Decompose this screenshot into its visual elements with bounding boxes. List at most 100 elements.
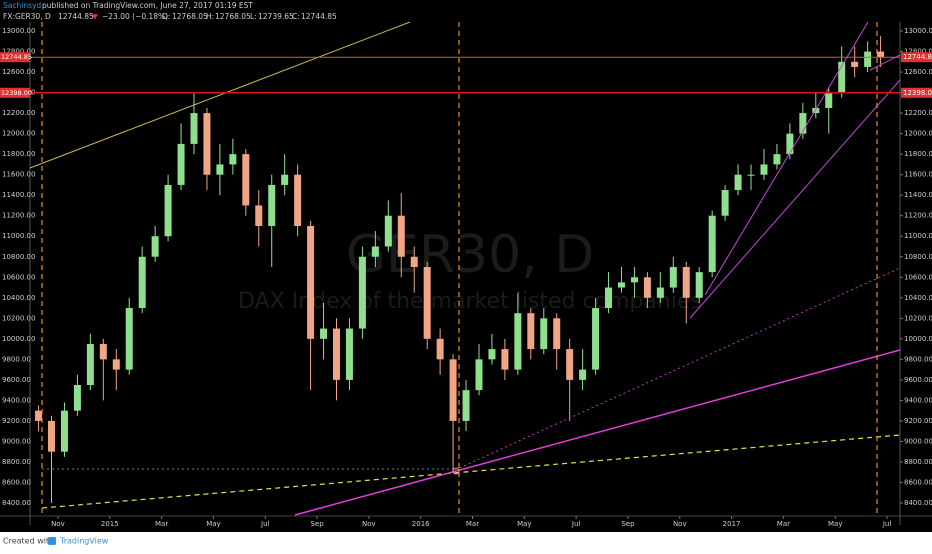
candle-body xyxy=(35,410,43,421)
footer-created: Created with xyxy=(3,537,54,546)
y-tick-label: 12000.00 xyxy=(904,130,932,138)
candle-body xyxy=(268,184,276,226)
x-tick-label: May xyxy=(517,520,531,528)
candle-body xyxy=(345,328,353,380)
y-tick-label-left: 11200.00 xyxy=(2,212,35,220)
x-tick-label: Nov xyxy=(673,520,687,528)
price-lines: 12744.85 12744.85 12398.00 12398.00 xyxy=(0,52,932,98)
y-tick-label: 10000.00 xyxy=(904,335,932,343)
x-tick-label: 2016 xyxy=(412,520,430,528)
candle-body xyxy=(851,61,859,67)
candle-body xyxy=(99,343,107,360)
candle-body xyxy=(475,359,483,391)
y-tick-label: 9400.00 xyxy=(904,396,932,404)
candle-body xyxy=(617,282,625,288)
candle-body xyxy=(488,349,496,360)
candle-body xyxy=(669,267,677,288)
change: −23.00 (−0.18%) xyxy=(102,12,168,21)
y-tick-label: 8800.00 xyxy=(904,458,932,466)
candle-body xyxy=(164,184,172,237)
open-label: O: xyxy=(162,12,170,21)
y-tick-label-left: 9000.00 xyxy=(2,437,31,445)
footer-background xyxy=(0,532,932,550)
y-tick-label-left: 10600.00 xyxy=(2,273,35,281)
x-tick-label: Nov xyxy=(362,520,376,528)
y-tick-label-left: 11000.00 xyxy=(2,232,35,240)
candle-body xyxy=(307,225,315,339)
author[interactable]: Sachinsyd xyxy=(3,1,41,10)
trendline xyxy=(29,21,411,169)
candle-body xyxy=(812,107,820,114)
candle-body xyxy=(708,215,716,273)
candle-body xyxy=(630,277,638,283)
candle-body xyxy=(695,272,703,298)
price-label-box xyxy=(901,52,932,63)
candle-body xyxy=(73,385,81,411)
y-tick-label-left: 12600.00 xyxy=(2,68,35,76)
candle-body xyxy=(864,51,872,67)
candle-body xyxy=(643,277,651,298)
candle-body xyxy=(501,349,509,370)
candle-body xyxy=(449,359,457,421)
chart-background xyxy=(0,0,932,532)
candle-body xyxy=(734,174,742,191)
y-tick-label: 9200.00 xyxy=(904,417,932,425)
candle-body xyxy=(397,215,405,257)
y-tick-label-left: 8400.00 xyxy=(2,499,31,507)
y-tick-label-left: 12800.00 xyxy=(2,48,35,56)
candle-body xyxy=(527,313,535,350)
y-tick-label-left: 11800.00 xyxy=(2,150,35,158)
y-tick-label: 10400.00 xyxy=(904,294,932,302)
price-label: 12398.00 xyxy=(903,89,932,97)
price-label-box-left xyxy=(0,87,30,98)
candle-body xyxy=(358,256,366,329)
trendline xyxy=(294,349,901,516)
close-label: C: xyxy=(292,12,300,21)
candle-body xyxy=(799,113,807,134)
y-tick-label: 11800.00 xyxy=(904,150,932,158)
candle-body xyxy=(138,256,146,309)
change-arrow: ▼ xyxy=(92,12,98,21)
candle-body xyxy=(773,154,781,165)
price-label-left: 12744.85 xyxy=(1,53,32,61)
y-tick-label-left: 9800.00 xyxy=(2,355,31,363)
y-tick-label: 10600.00 xyxy=(904,273,932,281)
high-value: 12768.05 xyxy=(215,12,251,21)
published: published on TradingView.com, June 27, 2… xyxy=(42,1,253,10)
x-tick-label: Mar xyxy=(466,520,479,528)
x-tick-label: 2017 xyxy=(723,520,741,528)
candle-body xyxy=(682,267,690,298)
candle-body xyxy=(605,287,613,309)
candle-body xyxy=(151,236,159,257)
price-label-box xyxy=(901,87,932,98)
close-value: 12744.85 xyxy=(301,12,337,21)
brand-logo xyxy=(48,537,56,545)
y-tick-label: 9000.00 xyxy=(904,437,932,445)
candle-body xyxy=(514,313,522,370)
candle-body xyxy=(86,343,94,386)
footer-brand[interactable]: TradingView xyxy=(59,537,109,546)
x-tick-label: May xyxy=(828,520,842,528)
candle-body xyxy=(190,113,198,144)
y-tick-label: 11000.00 xyxy=(904,232,932,240)
candle-body xyxy=(112,359,120,370)
y-tick-label-left: 10000.00 xyxy=(2,335,35,343)
x-tick-label: Jul xyxy=(571,520,581,528)
candle-body xyxy=(255,205,263,226)
candle-body xyxy=(242,154,250,206)
candle-body xyxy=(216,164,224,175)
candle-body xyxy=(410,256,418,268)
y-tick-label-left: 13000.00 xyxy=(2,27,35,35)
y-tick-label: 8600.00 xyxy=(904,478,932,486)
candle-body xyxy=(553,318,561,350)
candle-body xyxy=(436,338,444,360)
x-tick-label: Sep xyxy=(310,520,324,528)
y-tick-label: 9800.00 xyxy=(904,355,932,363)
candle-body xyxy=(423,267,431,339)
candle-body xyxy=(60,410,68,452)
candle-body xyxy=(656,287,664,298)
trendline xyxy=(454,267,901,471)
candle-body xyxy=(825,92,833,108)
candle-body xyxy=(371,246,379,257)
